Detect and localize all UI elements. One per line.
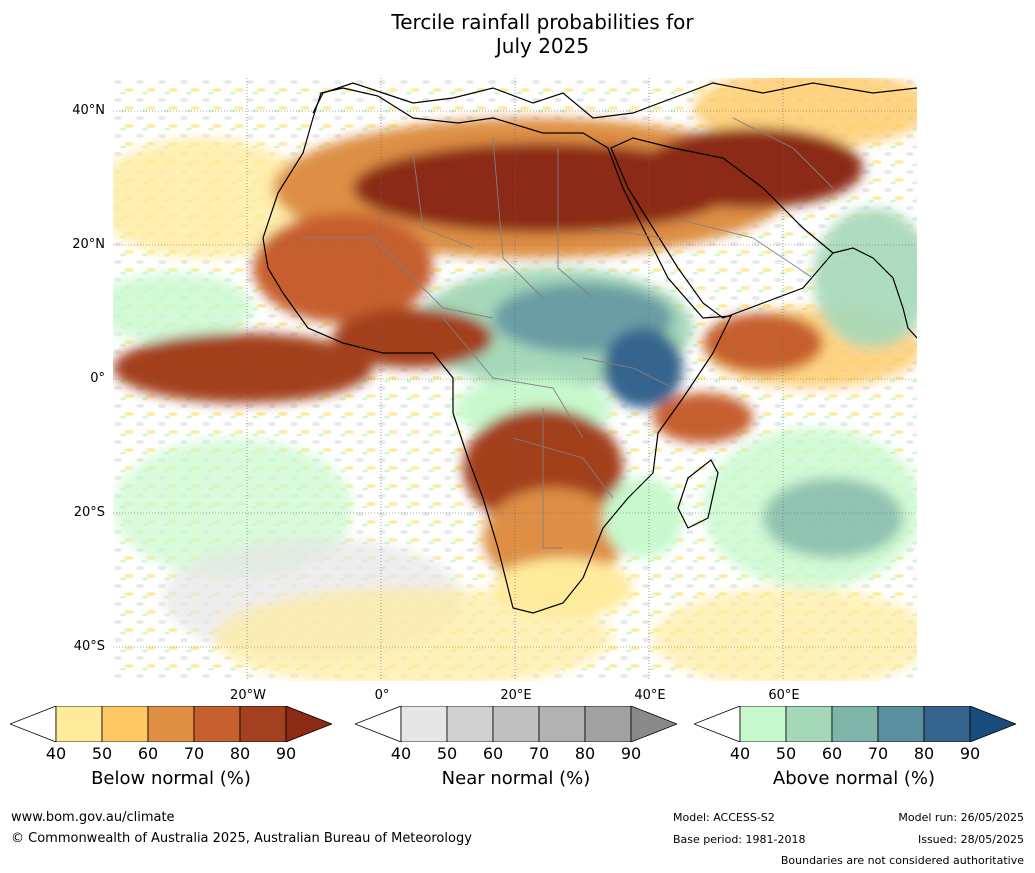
horn-africa-orange <box>703 313 823 373</box>
lat-label-20n: 20°N <box>72 237 105 252</box>
colorbar-tick: 60 <box>137 744 159 763</box>
colorbar-tick: 80 <box>913 744 935 763</box>
sahara-dark <box>353 143 733 233</box>
lat-label-40s: 40°S <box>73 639 105 654</box>
arabia-coastline <box>610 137 834 319</box>
colorbar-label-above: Above normal (%) <box>772 768 936 789</box>
india-teal <box>813 208 917 348</box>
colorbar-tick: 40 <box>45 744 67 763</box>
graticule <box>113 78 917 681</box>
lon-label-40e: 40°E <box>634 688 666 703</box>
colorbar-tick: 60 <box>821 744 843 763</box>
website-link[interactable]: www.bom.gov.au/climate <box>11 810 175 825</box>
colorbar-tick: 90 <box>959 744 981 763</box>
colorbar-tick: 70 <box>183 744 205 763</box>
map-canvas <box>113 78 917 681</box>
colorbar-tick: 50 <box>775 744 797 763</box>
model-name: Model: ACCESS-S2 <box>673 811 775 824</box>
lon-label-0: 0° <box>374 688 390 703</box>
copyright-text: © Commonwealth of Australia 2025, Austra… <box>11 831 472 846</box>
colorbar-label-below: Below normal (%) <box>91 768 251 789</box>
title-line-2: July 2025 <box>495 34 590 58</box>
east-africa-blue <box>603 328 683 408</box>
africa-coastline <box>262 87 732 614</box>
model-run-date: Model run: 26/05/2025 <box>898 811 1024 824</box>
colorbar-tick: 50 <box>91 744 113 763</box>
indian-ocean-teal <box>763 478 903 558</box>
base-period: Base period: 1981-2018 <box>673 833 806 846</box>
madagascar-coastline <box>677 459 719 529</box>
colorbar-tick: 40 <box>729 744 751 763</box>
coastlines <box>262 82 917 614</box>
colorbar-tick: 70 <box>867 744 889 763</box>
atlantic-green-band <box>113 273 253 343</box>
colorbar-label-near: Near normal (%) <box>441 768 591 789</box>
lon-label-60e: 60°E <box>768 688 800 703</box>
lon-label-20w: 20°W <box>230 688 266 703</box>
boundaries-disclaimer: Boundaries are not considered authoritat… <box>780 854 1024 867</box>
lat-label-0: 0° <box>90 371 105 386</box>
colorbar-tick: 40 <box>390 744 412 763</box>
colorbar-below-normal <box>10 706 332 742</box>
colorbar-above-normal <box>694 706 1016 742</box>
colorbar-near-normal <box>355 706 677 742</box>
colorbar-tick: 90 <box>620 744 642 763</box>
rainfall-probability-map <box>113 78 917 681</box>
colorbar-tick: 80 <box>574 744 596 763</box>
indian-ocean-yellow <box>653 588 917 681</box>
map-title: Tercile rainfall probabilities for July … <box>0 10 1035 58</box>
atlantic-north-yellow <box>113 138 313 258</box>
colorbar-tick: 80 <box>229 744 251 763</box>
lon-label-20e: 20°E <box>500 688 532 703</box>
middle-east-dark <box>643 128 863 208</box>
colorbar-tick: 50 <box>436 744 458 763</box>
mozambique-green <box>603 478 683 558</box>
country-borders <box>303 117 834 549</box>
south-africa-yellow <box>493 558 633 618</box>
europe-coastline <box>312 82 917 119</box>
issued-date: Issued: 28/05/2025 <box>917 833 1024 846</box>
lat-label-20s: 20°S <box>73 505 105 520</box>
colorbar-tick: 60 <box>482 744 504 763</box>
gulf-guinea-dark <box>113 333 373 403</box>
south-atlantic-yellow <box>213 588 613 681</box>
lat-label-40n: 40°N <box>72 103 105 118</box>
west-africa-dark <box>333 308 493 368</box>
west-sahara-orange <box>253 213 433 323</box>
colorbar-tick: 90 <box>275 744 297 763</box>
title-line-1: Tercile rainfall probabilities for <box>391 10 694 34</box>
india-coastline <box>832 247 917 339</box>
colorbar-tick: 70 <box>528 744 550 763</box>
